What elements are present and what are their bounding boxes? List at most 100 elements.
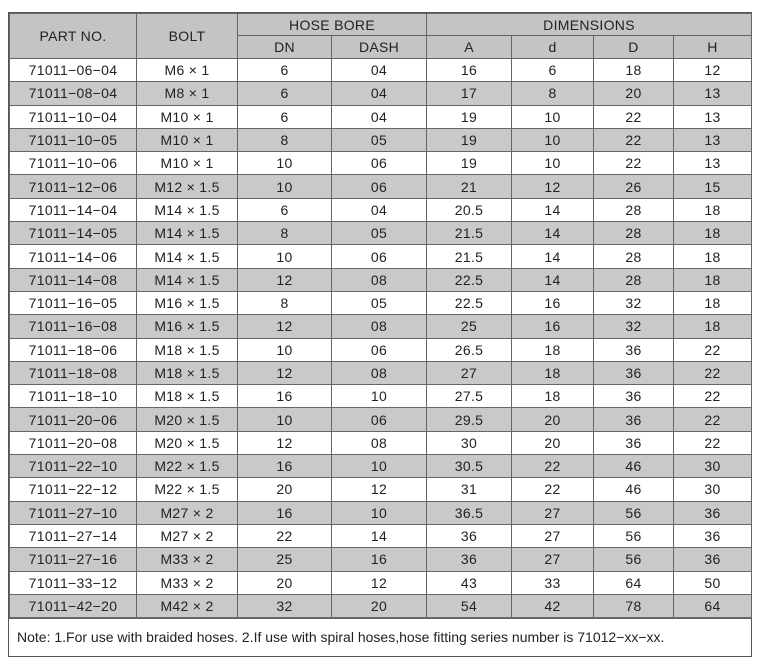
table-cell: M10 × 1 xyxy=(136,127,238,153)
table-row: 71011−08−04 M8 × 1 6 04 17 8 20 13 xyxy=(9,81,753,106)
table-cell: 16 xyxy=(511,314,595,339)
table-cell: 14 xyxy=(511,244,595,269)
table-cell: 04 xyxy=(330,81,428,106)
table-cell: 20 xyxy=(511,407,595,432)
spec-table-box: PART NO. BOLT HOSE BORE DIMENSIONS DN DAS… xyxy=(8,12,753,658)
header-cell: D xyxy=(593,35,675,59)
table-cell: 16 xyxy=(426,57,513,83)
table-cell: 18 xyxy=(673,244,753,269)
table-cell: 10 xyxy=(237,244,332,269)
table-row: 71011−14−08 M14 × 1.5 12 08 22.5 14 28 18 xyxy=(9,267,753,292)
table-cell: 16 xyxy=(237,500,332,525)
table-cell: 36 xyxy=(593,384,675,409)
table-cell: 71011−06−04 xyxy=(9,57,137,83)
table-cell: 06 xyxy=(330,151,428,176)
table-row: 71011−16−08 M16 × 1.5 12 08 25 16 32 18 xyxy=(9,314,753,339)
table-cell: 13 xyxy=(673,104,753,129)
table-cell: 12 xyxy=(673,57,753,83)
table-cell: 22.5 xyxy=(426,267,513,292)
table-cell: 6 xyxy=(237,197,332,223)
table-cell: 16 xyxy=(511,290,595,316)
table-cell: 06 xyxy=(330,407,428,432)
table-row: 71011−06−04 M6 × 1 6 04 16 6 18 12 xyxy=(9,57,753,83)
table-cell: 71011−27−14 xyxy=(9,523,137,549)
table-cell: 71011−08−04 xyxy=(9,81,137,106)
table-row: 71011−22−12 M22 × 1.5 20 12 31 22 46 30 xyxy=(9,477,753,502)
table-cell: 36 xyxy=(673,523,753,549)
table-cell: M33 × 2 xyxy=(136,570,238,595)
table-cell: 54 xyxy=(426,593,513,619)
table-cell: 71011−22−12 xyxy=(9,477,137,502)
header-cell: DIMENSIONS xyxy=(426,13,753,36)
table-row: 71011−18−08 M18 × 1.5 12 08 27 18 36 22 xyxy=(9,360,753,386)
table-cell: 06 xyxy=(330,174,428,199)
table-row: 71011−27−16 M33 × 2 25 16 36 27 56 36 xyxy=(9,547,753,572)
table-row: 71011−42−20 M42 × 2 32 20 54 42 78 64 xyxy=(9,593,753,619)
table-cell: 6 xyxy=(237,104,332,129)
table-cell: 18 xyxy=(593,57,675,83)
table-row: 71011−14−04 M14 × 1.5 6 04 20.5 14 28 18 xyxy=(9,197,753,223)
table-cell: 10 xyxy=(330,384,428,409)
table-cell: 6 xyxy=(511,57,595,83)
header-cell: d xyxy=(511,35,595,59)
table-cell: M20 × 1.5 xyxy=(136,407,238,432)
table-cell: 43 xyxy=(426,570,513,595)
table-cell: 18 xyxy=(673,267,753,292)
table-cell: 20 xyxy=(593,81,675,106)
table-cell: 21.5 xyxy=(426,244,513,269)
table-cell: 30.5 xyxy=(426,454,513,479)
table-cell: 32 xyxy=(237,593,332,619)
table-cell: 20 xyxy=(237,570,332,595)
table-cell: 78 xyxy=(593,593,675,619)
table-cell: 30 xyxy=(673,477,753,502)
table-cell: 71011−16−05 xyxy=(9,290,137,316)
table-cell: 19 xyxy=(426,151,513,176)
table-cell: M42 × 2 xyxy=(136,593,238,619)
table-cell: 10 xyxy=(330,500,428,525)
table-cell: 71011−10−04 xyxy=(9,104,137,129)
table-cell: 71011−14−08 xyxy=(9,267,137,292)
table-row: 71011−20−08 M20 × 1.5 12 08 30 20 36 22 xyxy=(9,430,753,456)
table-cell: M14 × 1.5 xyxy=(136,267,238,292)
table-cell: 56 xyxy=(593,547,675,572)
table-cell: 13 xyxy=(673,151,753,176)
table-cell: 10 xyxy=(237,151,332,176)
table-cell: 28 xyxy=(593,244,675,269)
table-cell: 20 xyxy=(330,593,428,619)
table-cell: 22 xyxy=(237,523,332,549)
table-cell: 10 xyxy=(237,337,332,362)
table-cell: 28 xyxy=(593,197,675,223)
table-cell: 27 xyxy=(511,547,595,572)
table-cell: 71011−18−10 xyxy=(9,384,137,409)
table-cell: 56 xyxy=(593,523,675,549)
table-row: 71011−22−10 M22 × 1.5 16 10 30.5 22 46 30 xyxy=(9,454,753,479)
table-cell: 36 xyxy=(593,430,675,456)
table-cell: 10 xyxy=(511,104,595,129)
table-cell: 04 xyxy=(330,197,428,223)
table-cell: 36 xyxy=(673,500,753,525)
table-cell: 26 xyxy=(593,174,675,199)
table-cell: 19 xyxy=(426,104,513,129)
table-cell: 21.5 xyxy=(426,221,513,246)
table-row: 71011−10−04 M10 × 1 6 04 19 10 22 13 xyxy=(9,104,753,129)
table-cell: 06 xyxy=(330,244,428,269)
table-cell: M20 × 1.5 xyxy=(136,430,238,456)
table-cell: 15 xyxy=(673,174,753,199)
table-cell: 13 xyxy=(673,127,753,153)
header-cell: HOSE BORE xyxy=(236,13,428,36)
table-cell: 10 xyxy=(511,127,595,153)
table-cell: M16 × 1.5 xyxy=(136,290,238,316)
table-cell: 22 xyxy=(593,104,675,129)
table-cell: 12 xyxy=(511,174,595,199)
table-cell: 6 xyxy=(237,81,332,106)
table-cell: M22 × 1.5 xyxy=(136,477,238,502)
table-cell: 50 xyxy=(673,570,753,595)
header-cell: DASH xyxy=(330,35,428,59)
table-cell: 71011−42−20 xyxy=(9,593,137,619)
table-cell: 64 xyxy=(673,593,753,619)
table-cell: 8 xyxy=(237,127,332,153)
table-cell: 56 xyxy=(593,500,675,525)
table-cell: 10 xyxy=(237,174,332,199)
table-cell: 16 xyxy=(237,454,332,479)
